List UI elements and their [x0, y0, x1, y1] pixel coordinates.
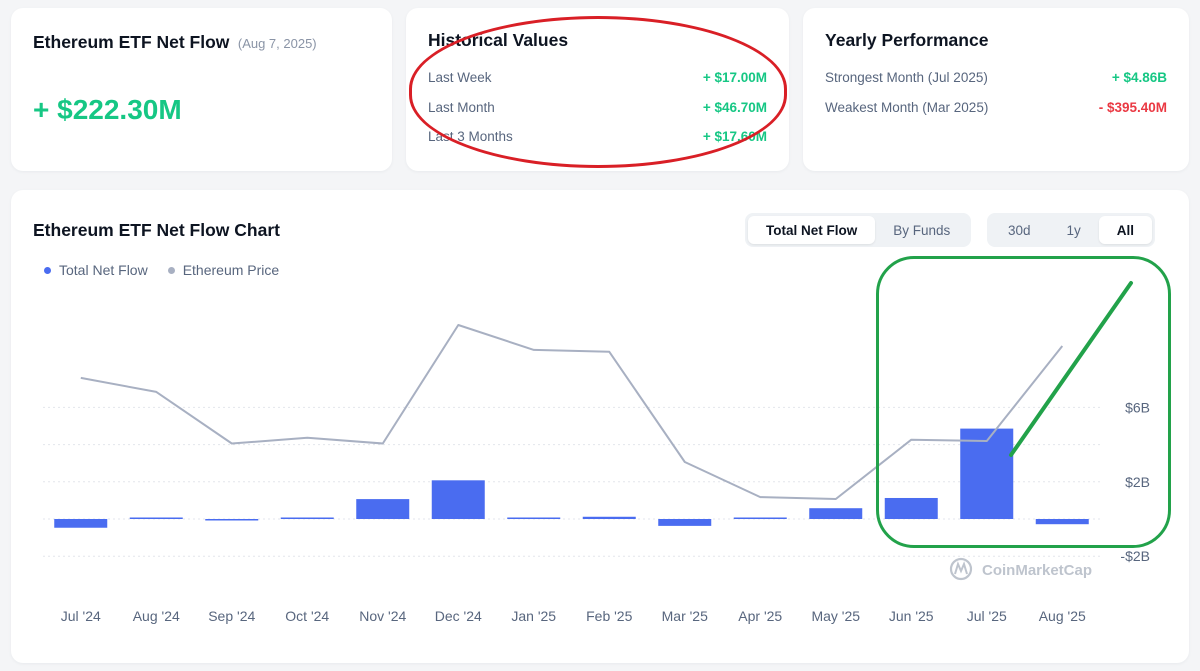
historical-title: Historical Values	[428, 30, 569, 50]
net-flow-bar[interactable]	[960, 428, 1014, 519]
range-toggle-group: 30d 1y All	[987, 213, 1156, 247]
net-flow-bar[interactable]	[809, 508, 863, 519]
historical-value-3months: + $17.60M	[702, 129, 767, 144]
yearly-label-strongest: Strongest Month (Jul 2025)	[825, 70, 988, 85]
net-flow-bar[interactable]	[507, 517, 561, 520]
view-toggle-group: Total Net Flow By Funds	[745, 213, 972, 247]
yearly-card: Yearly Performance Strongest Month (Jul …	[803, 8, 1189, 171]
yearly-row-weakest: Weakest Month (Mar 2025) - $395.40M	[825, 100, 1167, 115]
net-flow-bar[interactable]	[884, 497, 938, 519]
x-tick-label: Jan '25	[511, 608, 556, 624]
toggle-total-net-flow[interactable]: Total Net Flow	[748, 216, 876, 244]
net-flow-bar[interactable]	[658, 519, 712, 526]
historical-label-week: Last Week	[428, 70, 492, 85]
x-tick-label: Dec '24	[435, 608, 482, 624]
watermark-text: CoinMarketCap	[982, 562, 1092, 579]
x-tick-label: Mar '25	[662, 608, 708, 624]
historical-value-month: + $46.70M	[702, 100, 767, 115]
historical-row-3months: Last 3 Months + $17.60M	[428, 129, 767, 144]
net-flow-date: (Aug 7, 2025)	[237, 36, 317, 51]
y-tick-label: -$2B	[1120, 548, 1150, 564]
x-tick-label: Sep '24	[208, 608, 255, 624]
net-flow-bar[interactable]	[54, 519, 108, 528]
yearly-label-weakest: Weakest Month (Mar 2025)	[825, 100, 989, 115]
x-tick-label: Jul '25	[967, 608, 1007, 624]
net-flow-value: + $222.30M	[33, 94, 182, 125]
x-tick-label: Jun '25	[889, 608, 934, 624]
legend-eth-price-label: Ethereum Price	[182, 262, 280, 278]
net-flow-header: Ethereum ETF Net Flow (Aug 7, 2025)	[33, 32, 317, 53]
x-tick-label: Jul '24	[61, 608, 101, 624]
x-tick-label: Nov '24	[359, 608, 406, 624]
legend-net-flow-label: Total Net Flow	[59, 262, 148, 278]
net-flow-bar[interactable]	[1035, 519, 1089, 525]
chart-title: Ethereum ETF Net Flow Chart	[33, 220, 280, 240]
range-1y[interactable]: 1y	[1066, 222, 1081, 238]
historical-row-month: Last Month + $46.70M	[428, 100, 767, 115]
y-tick-label: $2B	[1125, 474, 1150, 490]
net-flow-title: Ethereum ETF Net Flow	[33, 32, 230, 52]
legend-eth-price-swatch	[167, 266, 175, 274]
chart-legend: Total Net Flow Ethereum Price	[44, 262, 279, 278]
yearly-row-strongest: Strongest Month (Jul 2025) + $4.86B	[825, 70, 1167, 85]
net-flow-bar[interactable]	[280, 517, 334, 520]
toggle-by-funds[interactable]: By Funds	[893, 222, 951, 238]
x-tick-label: May '25	[811, 608, 860, 624]
historical-row-week: Last Week + $17.00M	[428, 70, 767, 85]
yearly-value-strongest: + $4.86B	[1111, 70, 1167, 85]
watermark: CoinMarketCap	[949, 557, 1092, 581]
net-flow-bar[interactable]	[431, 480, 485, 519]
x-tick-label: Aug '24	[133, 608, 180, 624]
net-flow-bar[interactable]	[733, 517, 787, 520]
historical-label-month: Last Month	[428, 100, 495, 115]
historical-card: Historical Values Last Week + $17.00M La…	[406, 8, 789, 171]
coinmarketcap-logo-icon	[949, 557, 973, 581]
legend-net-flow-swatch	[44, 266, 51, 274]
net-flow-card: Ethereum ETF Net Flow (Aug 7, 2025) + $2…	[11, 8, 392, 171]
yearly-title: Yearly Performance	[825, 30, 989, 50]
range-all[interactable]: All	[1098, 216, 1153, 244]
x-tick-label: Apr '25	[738, 608, 782, 624]
legend-net-flow[interactable]: Total Net Flow	[44, 262, 148, 278]
historical-value-week: + $17.00M	[702, 70, 767, 85]
historical-label-3months: Last 3 Months	[428, 129, 513, 144]
net-flow-bar[interactable]	[582, 516, 636, 519]
x-tick-label: Oct '24	[285, 608, 329, 624]
net-flow-bar[interactable]	[205, 519, 259, 521]
y-tick-label: $6B	[1125, 399, 1150, 415]
coinmarketcap-logo-mark	[954, 561, 968, 575]
eth-price-line[interactable]	[80, 324, 1064, 500]
net-flow-bar[interactable]	[129, 517, 183, 520]
net-flow-bar[interactable]	[356, 499, 410, 519]
range-30d[interactable]: 30d	[1008, 222, 1031, 238]
yearly-value-weakest: - $395.40M	[1098, 100, 1167, 115]
x-tick-label: Feb '25	[586, 608, 632, 624]
x-tick-label: Aug '25	[1039, 608, 1086, 624]
legend-eth-price[interactable]: Ethereum Price	[167, 262, 280, 278]
